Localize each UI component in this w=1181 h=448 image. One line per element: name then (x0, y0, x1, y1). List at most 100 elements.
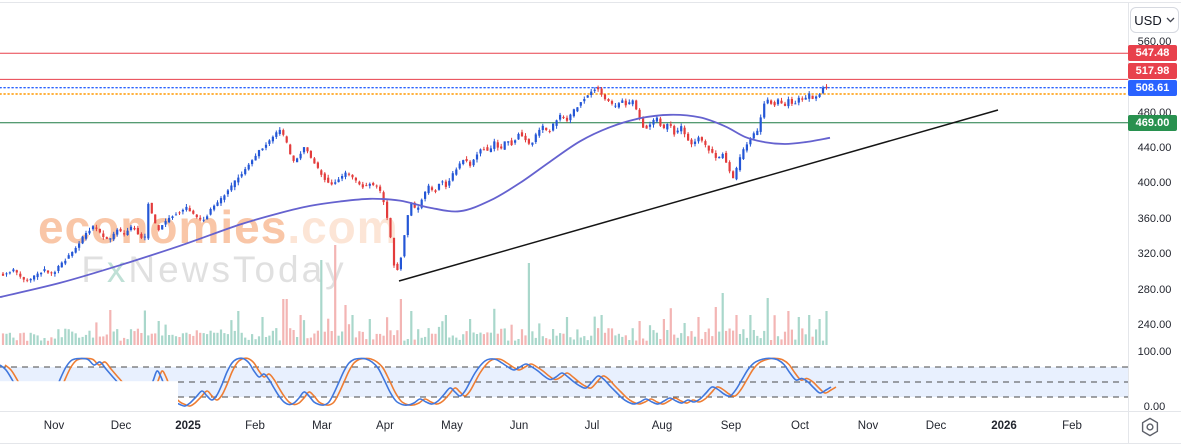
time-axis-label: Feb (245, 420, 265, 432)
candle (766, 99, 769, 104)
candle (313, 158, 316, 164)
volume-bar (140, 333, 143, 345)
volume-bar (271, 330, 274, 345)
volume-bar (386, 317, 389, 345)
candle (164, 221, 167, 225)
candle (572, 109, 575, 117)
candle (109, 238, 112, 240)
candle (548, 131, 551, 132)
candle (178, 212, 181, 214)
time-axis-label: Feb (1062, 420, 1082, 432)
candles (1, 84, 828, 283)
volume-bar (216, 332, 219, 345)
candle (60, 262, 63, 268)
volume-bar (610, 328, 614, 345)
candle (787, 99, 790, 107)
candle (358, 181, 361, 185)
volume-bar (673, 334, 676, 345)
volume-bar (448, 337, 451, 345)
candle (579, 102, 582, 106)
volume-bar (264, 337, 268, 345)
volume-bar (40, 340, 43, 345)
volume-bar (19, 333, 22, 345)
volume-bar (91, 337, 95, 345)
price-axis-label: 400.00 (1137, 177, 1172, 190)
volume-bar (590, 335, 593, 345)
volume-bar (206, 334, 209, 345)
volume-bar (306, 338, 309, 345)
candle (745, 144, 748, 151)
time-axis-label: Oct (791, 420, 809, 432)
candle (26, 279, 29, 281)
candle (673, 126, 676, 135)
trendline[interactable] (398, 109, 999, 282)
volume-bar (171, 334, 174, 345)
volume-bar (379, 333, 382, 345)
price-axis-label: 440.00 (1137, 141, 1172, 154)
time-axis[interactable]: Nov Dec 2025 Feb Mar Apr May Jun Jul Aug Sep Oct Nov… (0, 411, 1128, 443)
price-axis[interactable]: USD 560.00 480.00 440.00 400.00 360.00 320.00… (1128, 0, 1181, 413)
candle (147, 203, 150, 239)
candle (264, 144, 268, 148)
volume-bar (195, 330, 198, 345)
volume-bar (406, 339, 409, 345)
volume-bar (88, 330, 91, 345)
volume-bar (64, 328, 67, 345)
volume-bar (22, 332, 25, 345)
candle (386, 201, 389, 218)
candle (728, 162, 731, 172)
volume-bar (199, 332, 202, 345)
volume-bar (358, 331, 361, 345)
volume-bar (514, 340, 517, 345)
volume-bar (576, 329, 579, 345)
volume-bar (254, 339, 257, 345)
candle (818, 94, 821, 97)
candle (213, 205, 216, 210)
volume-bar (219, 329, 223, 345)
volume-bar (801, 328, 804, 345)
volume-bar (603, 332, 607, 345)
candle (690, 139, 693, 145)
candle (71, 252, 74, 256)
volume-bar (815, 329, 818, 345)
volume-bar (821, 340, 825, 345)
time-axis-label: Jul (584, 420, 600, 432)
volume-bar (403, 340, 406, 345)
currency-dropdown[interactable]: USD (1130, 7, 1179, 33)
volume-bar (721, 293, 724, 345)
price-axis-label: 100.00 (1137, 345, 1172, 358)
volume-bar (462, 334, 465, 345)
candle (552, 123, 555, 131)
volume-bar (60, 337, 63, 345)
volume-bar (638, 321, 641, 345)
bottom-border (0, 443, 1181, 444)
volume-bar (150, 333, 153, 345)
volume-bar (46, 340, 50, 345)
volume-bar (752, 330, 755, 345)
candle (486, 147, 489, 151)
candle (327, 177, 330, 183)
volume-bar (154, 333, 157, 345)
candle (752, 133, 755, 139)
candle (808, 93, 811, 99)
volume-bar (510, 324, 513, 345)
volume-bar (621, 336, 624, 345)
candle (361, 184, 364, 188)
time-axis-border (0, 411, 1181, 412)
volume-bar (299, 315, 302, 345)
volume-bar (451, 335, 454, 345)
chart-canvas[interactable] (0, 0, 1128, 443)
volume-bar (572, 339, 575, 345)
candle (707, 145, 710, 151)
volume-bar (278, 340, 281, 345)
settings-button[interactable] (1138, 416, 1162, 440)
candle (323, 173, 326, 180)
volume-bar (524, 335, 527, 345)
volume-bar (413, 339, 416, 345)
volume-bar (586, 340, 589, 345)
candle (500, 146, 503, 149)
candle (143, 236, 146, 238)
candle (527, 139, 530, 144)
volume-bar (666, 330, 669, 345)
volume-bar (192, 335, 195, 345)
